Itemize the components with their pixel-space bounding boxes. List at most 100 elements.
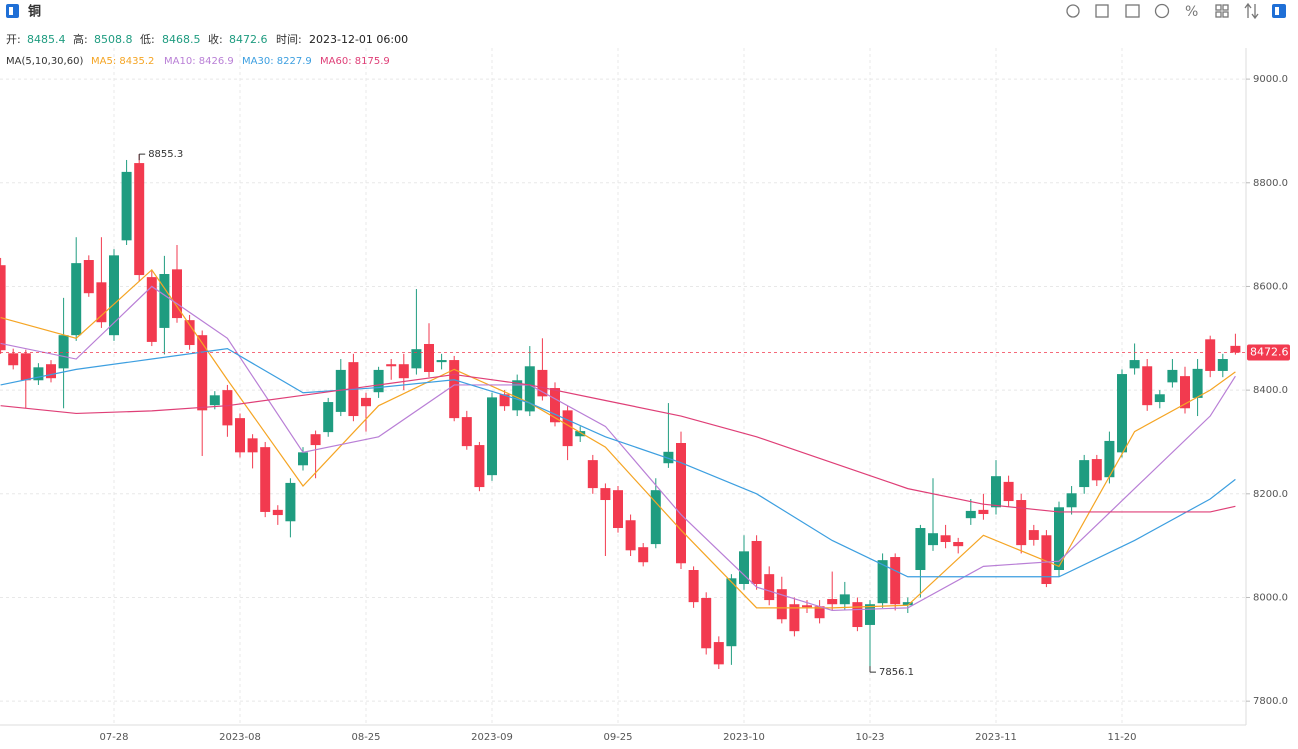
ma-title: MA(5,10,30,60): [6, 56, 83, 67]
candle-body: [1180, 376, 1190, 409]
candle-body: [121, 171, 132, 241]
candle-body: [865, 604, 875, 625]
candle-body: [1079, 460, 1090, 488]
chart-icon[interactable]: [1125, 4, 1140, 18]
candle-body: [1054, 507, 1064, 571]
candle-body: [222, 390, 233, 426]
candle-body: [83, 260, 94, 294]
percent-icon[interactable]: %: [1185, 4, 1198, 20]
candle-body: [663, 451, 674, 464]
candle-body: [600, 488, 611, 501]
candle-body: [71, 263, 82, 336]
x-tick-label: 2023-11: [975, 732, 1017, 743]
candle-body: [487, 397, 497, 476]
candle-body: [1129, 360, 1140, 369]
candle-body: [398, 364, 409, 379]
candle-body: [323, 402, 334, 433]
candle-body: [978, 509, 989, 515]
legend-entry: MA10: 8426.9: [164, 56, 234, 67]
candle-body: [1230, 345, 1241, 353]
price-tag: [1247, 344, 1290, 361]
candle-body: [751, 540, 762, 585]
candle-body: [512, 380, 523, 411]
x-tick-label: 11-20: [1107, 732, 1136, 743]
candle-body: [676, 443, 686, 564]
mode-icon-mark: [1275, 7, 1279, 15]
candle-body: [726, 578, 737, 647]
y-tick-label: 9000.0: [1253, 74, 1288, 85]
candle-body: [928, 533, 938, 546]
candle-body: [625, 520, 636, 551]
time-label: 时间:: [276, 33, 302, 46]
y-tick-label: 8200.0: [1253, 489, 1288, 500]
candle-body: [587, 460, 598, 489]
ma-line: [0, 285, 1236, 612]
candle-body: [1091, 459, 1102, 481]
draw-icon[interactable]: [1095, 4, 1109, 18]
ohlc-label: 收:: [208, 32, 223, 46]
candle-body: [209, 395, 220, 406]
candle-body: [0, 265, 6, 351]
min-annotation: 7856.1: [879, 667, 914, 678]
candle-body: [436, 360, 447, 363]
refresh-icon[interactable]: [1066, 4, 1080, 18]
candle-body: [562, 410, 573, 447]
candle-body: [613, 490, 623, 529]
candle-body: [247, 438, 258, 453]
marker-arrow: [138, 153, 146, 161]
symbol-title: 铜: [27, 4, 41, 20]
pie-icon[interactable]: [1154, 3, 1170, 19]
legend-entry: MA5: 8435.2: [91, 56, 154, 67]
candle-body: [172, 269, 182, 319]
ohlc-label: 高:: [73, 32, 88, 46]
candle-body: [575, 431, 586, 437]
x-tick-label: 2023-09: [471, 732, 513, 743]
y-tick-label: 8800.0: [1253, 178, 1288, 189]
toolbar[interactable]: %: [1066, 2, 1259, 20]
candle-body: [839, 594, 850, 605]
candle-body: [46, 364, 56, 379]
candle-body: [965, 510, 976, 519]
grid-icon[interactable]: [1215, 11, 1222, 18]
candle-body: [852, 602, 863, 628]
sort-icon[interactable]: [1244, 2, 1259, 20]
candle-body: [33, 367, 44, 381]
grid-icon[interactable]: [1215, 4, 1222, 11]
candle-body: [1117, 374, 1127, 453]
candle-body: [461, 417, 472, 447]
candle-body: [1003, 481, 1014, 502]
candle-body: [298, 452, 308, 466]
candle-body: [890, 557, 901, 605]
candle-body: [789, 604, 800, 632]
candle-body: [638, 547, 649, 563]
time-value: 2023-12-01 06:00: [309, 33, 408, 46]
candle-body: [915, 528, 926, 571]
candle-body: [1041, 535, 1052, 585]
grid-icon[interactable]: [1222, 11, 1229, 18]
candle-body: [902, 602, 913, 606]
candle-body: [524, 366, 535, 412]
x-tick-label: 08-25: [351, 732, 380, 743]
candle-body: [550, 388, 560, 423]
candle-body: [8, 353, 19, 366]
y-tick-label: 8400.0: [1253, 385, 1288, 396]
grid-icon[interactable]: [1222, 4, 1229, 11]
legend-entry: MA30: 8227.9: [242, 56, 312, 67]
candle-body: [96, 282, 107, 323]
candle-body: [713, 642, 724, 665]
candle-body: [285, 482, 296, 522]
candle-body: [424, 343, 434, 372]
candle-body: [1154, 394, 1165, 403]
candle-body: [449, 360, 460, 419]
candle-body: [688, 570, 699, 603]
candle-body: [1142, 366, 1153, 406]
candle-body: [802, 605, 812, 608]
candle-body: [940, 535, 951, 543]
y-tick-label: 8600.0: [1253, 281, 1288, 292]
candle-body: [184, 320, 195, 346]
candle-body: [386, 364, 397, 367]
candle-body: [1028, 530, 1039, 540]
candle-body: [814, 606, 825, 619]
